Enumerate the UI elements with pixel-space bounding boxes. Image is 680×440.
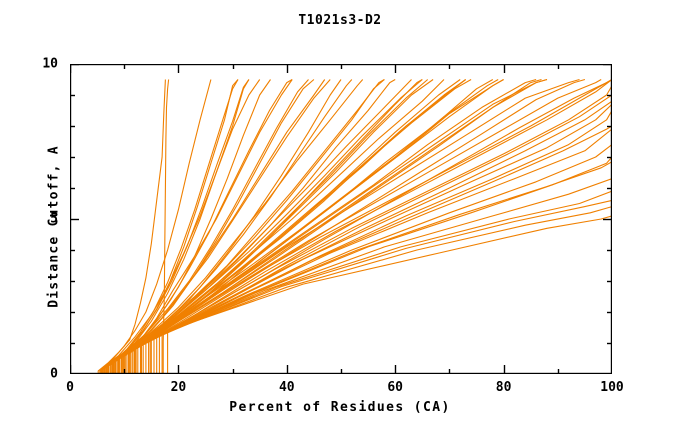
data-curve	[129, 79, 602, 374]
data-curve	[100, 79, 212, 374]
x-tick-label: 100	[600, 380, 624, 395]
y-axis-title: Distance Cutoff, A	[46, 145, 62, 308]
data-curve	[135, 100, 612, 374]
plot-svg	[70, 64, 612, 374]
data-curve	[101, 79, 250, 374]
data-curve	[101, 79, 261, 374]
data-curve	[149, 161, 612, 374]
data-curve	[124, 78, 548, 374]
chart-title: T1021s3-D2	[298, 13, 382, 28]
data-curve	[137, 103, 612, 374]
curve-layer	[97, 78, 612, 374]
x-tick-label: 60	[387, 380, 404, 395]
data-curve	[162, 79, 170, 374]
x-tick-label: 40	[278, 380, 295, 395]
x-tick-label: 0	[66, 380, 74, 395]
data-curve	[112, 79, 412, 374]
y-tick-label: 10	[42, 56, 58, 72]
data-curve	[108, 79, 364, 374]
x-tick-label: 20	[170, 380, 187, 395]
data-curve	[122, 78, 580, 374]
x-tick-label: 80	[495, 380, 512, 395]
plot-area	[70, 64, 612, 374]
x-axis-title: Percent of Residues (CA)	[229, 400, 451, 415]
data-curve	[142, 128, 612, 374]
data-curve	[133, 79, 612, 374]
data-curve	[130, 78, 586, 374]
y-tick-label: 5	[50, 211, 58, 227]
data-curve	[104, 79, 293, 374]
data-curve	[158, 199, 612, 374]
axis-frame	[70, 64, 612, 374]
data-curve	[99, 79, 271, 374]
y-tick-label: 0	[50, 366, 58, 382]
data-curve	[121, 79, 499, 374]
